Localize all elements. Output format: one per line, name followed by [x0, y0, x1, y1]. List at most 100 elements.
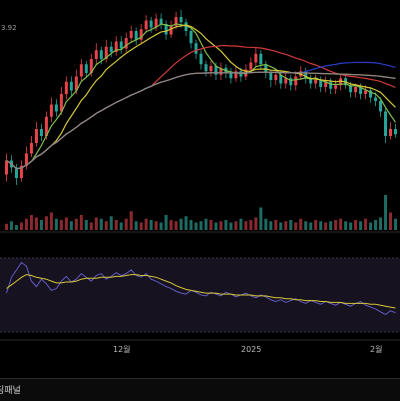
- x-tick-label: 12월: [113, 344, 131, 354]
- x-tick-label: 2025: [241, 345, 261, 354]
- candle-body: [34, 129, 38, 143]
- candle-body: [214, 66, 218, 75]
- volume-bar: [109, 216, 113, 230]
- moving-averages: [6, 23, 396, 170]
- volume-bar: [104, 221, 108, 230]
- candle-body: [209, 66, 213, 72]
- candle-body: [259, 53, 263, 65]
- volume-bar: [119, 222, 123, 230]
- candle-body: [49, 104, 53, 117]
- candle-body: [284, 78, 288, 84]
- volume-bar: [204, 218, 208, 230]
- volume-bar: [14, 225, 18, 230]
- volume-bar: [374, 220, 378, 230]
- volume-bar: [9, 221, 13, 230]
- volume-bar: [254, 217, 258, 230]
- candle-body: [29, 143, 33, 154]
- candle-body: [104, 46, 108, 59]
- volume-bar: [339, 218, 343, 230]
- candle-body: [314, 80, 318, 84]
- volume-bar: [54, 218, 58, 230]
- volume-bar: [369, 222, 373, 230]
- volume-bar: [224, 220, 228, 230]
- bottom-bar: 딩패널: [0, 378, 400, 401]
- volume-bar: [319, 221, 323, 230]
- candle-body: [289, 78, 293, 86]
- volume-bar: [379, 217, 383, 230]
- oscillator-signal-line: [6, 274, 396, 309]
- volume-bar: [354, 220, 358, 230]
- candle-body: [294, 76, 298, 86]
- volume-bar: [184, 216, 188, 230]
- candle-body: [334, 85, 338, 89]
- candle-body: [249, 62, 253, 70]
- volume-bar: [239, 218, 243, 230]
- volume-bar: [324, 222, 328, 230]
- candle-body: [19, 165, 23, 178]
- candle-body: [364, 90, 368, 94]
- candle-body: [79, 64, 83, 77]
- candle-body: [354, 87, 358, 93]
- candle-body: [379, 101, 383, 112]
- candle-body: [24, 153, 28, 166]
- candle-body: [339, 78, 343, 86]
- candle-body: [124, 38, 128, 49]
- ma-line: [6, 23, 396, 170]
- volume-bar: [249, 220, 253, 230]
- volume-bar: [359, 221, 363, 230]
- candle-body: [94, 50, 98, 59]
- candle-body: [359, 87, 363, 94]
- volume-bar: [234, 221, 238, 230]
- volume-bar: [199, 221, 203, 230]
- candle-body: [394, 129, 398, 135]
- volume-bar: [214, 222, 218, 230]
- candle-body: [229, 73, 233, 79]
- volume-bar: [44, 216, 48, 230]
- oscillator-band: [0, 258, 400, 332]
- candle-body: [269, 73, 273, 80]
- volume-bar: [394, 218, 398, 230]
- volume-bar: [49, 212, 53, 230]
- volume-bar: [334, 220, 338, 230]
- volume-bar: [269, 221, 273, 230]
- candle-body: [69, 81, 73, 91]
- volume-bar: [29, 215, 33, 230]
- volume-bar: [219, 221, 223, 230]
- volume-bar: [209, 220, 213, 230]
- volume-bar: [69, 221, 73, 230]
- candle-body: [329, 81, 333, 89]
- volume-bar: [349, 222, 353, 230]
- volume-bar: [309, 222, 313, 230]
- candle-body: [179, 17, 183, 23]
- volume-bar: [274, 220, 278, 230]
- volume-bar: [364, 218, 368, 230]
- volume-bar: [4, 223, 8, 230]
- volume-bar: [124, 218, 128, 230]
- volume-bar: [134, 221, 138, 230]
- candle-body: [349, 85, 353, 93]
- volume-panel: [4, 195, 398, 230]
- volume-bar: [139, 222, 143, 230]
- volume-bar: [24, 218, 28, 230]
- candle-body: [84, 64, 88, 73]
- volume-bar: [144, 218, 148, 230]
- price-label: 3.92: [1, 24, 17, 32]
- candle-body: [164, 24, 168, 35]
- candle-body: [39, 129, 43, 136]
- volume-bar: [34, 217, 38, 230]
- volume-bar: [344, 221, 348, 230]
- bottom-panel-tab[interactable]: 딩패널: [0, 386, 21, 396]
- volume-bar: [159, 222, 163, 230]
- volume-bar: [259, 207, 263, 230]
- volume-bar: [114, 220, 118, 230]
- candle-body: [159, 18, 163, 24]
- candle-body: [234, 71, 238, 79]
- volume-bar: [179, 218, 183, 230]
- candle-body: [169, 25, 173, 35]
- volume-bar: [294, 222, 298, 230]
- candle-body: [59, 94, 63, 112]
- volume-bar: [89, 222, 93, 230]
- volume-bar: [174, 221, 178, 230]
- volume-bar: [279, 222, 283, 230]
